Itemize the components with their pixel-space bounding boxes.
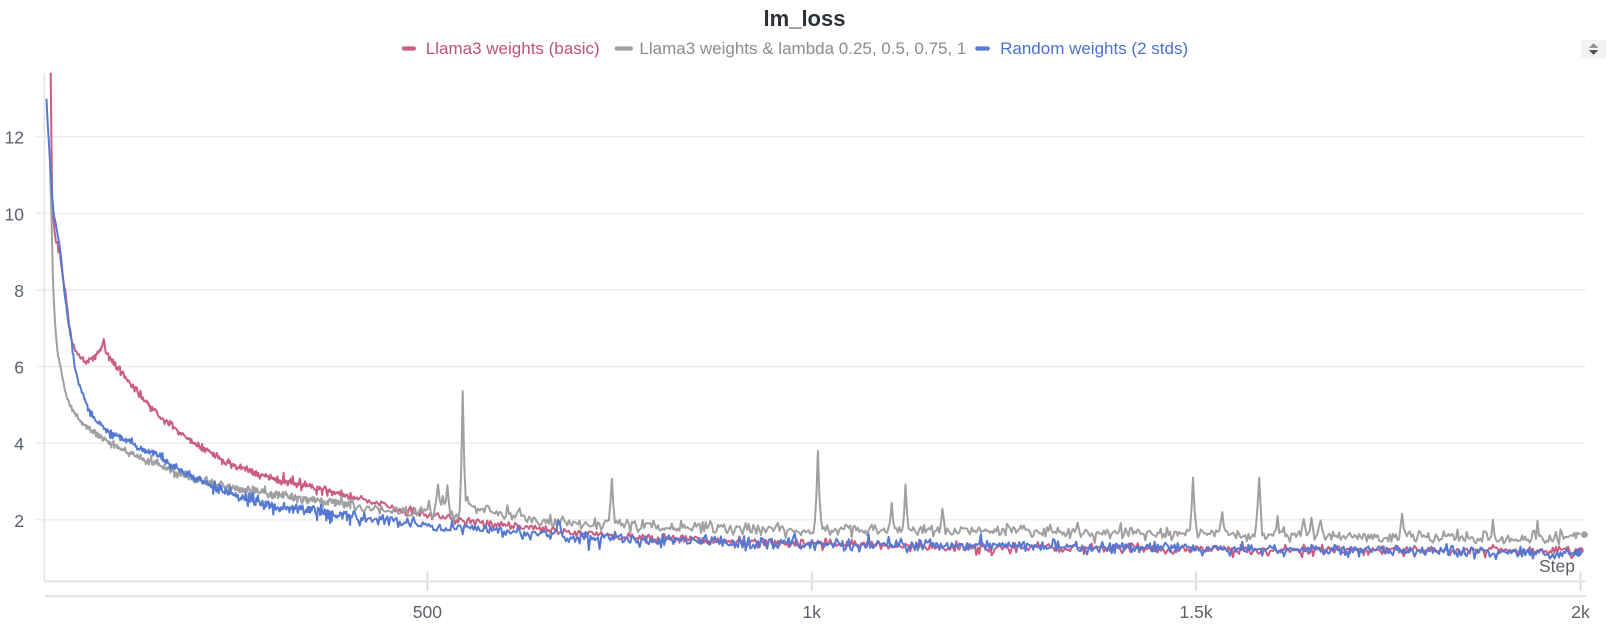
svg-text:2k: 2k <box>1571 602 1590 622</box>
svg-text:Llama3 weights (basic): Llama3 weights (basic) <box>426 39 600 58</box>
svg-text:500: 500 <box>413 602 442 622</box>
svg-text:lm_loss: lm_loss <box>764 6 846 31</box>
svg-text:1k: 1k <box>803 602 822 622</box>
svg-text:10: 10 <box>5 204 25 224</box>
svg-text:8: 8 <box>14 281 24 301</box>
svg-text:6: 6 <box>14 358 24 378</box>
svg-text:1.5k: 1.5k <box>1180 602 1213 622</box>
svg-text:Random weights (2 stds): Random weights (2 stds) <box>1000 39 1188 58</box>
svg-text:2: 2 <box>14 511 24 531</box>
svg-text:4: 4 <box>14 434 24 454</box>
svg-text:Llama3 weights & lambda 0.25,: Llama3 weights & lambda 0.25, 0.5, 0.75,… <box>639 39 966 58</box>
svg-text:Step: Step <box>1539 556 1575 576</box>
svg-text:12: 12 <box>5 128 24 148</box>
